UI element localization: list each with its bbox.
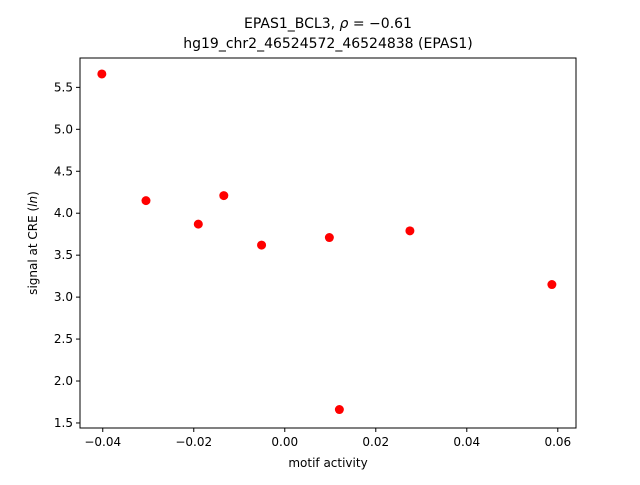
y-axis-label-prefix: signal at CRE (	[26, 207, 40, 295]
chart-title-prefix: EPAS1_BCL3,	[244, 16, 340, 32]
chart-title-line-1: EPAS1_BCL3, ρ = −0.61	[244, 16, 412, 32]
x-tick-label: 0.04	[453, 435, 480, 449]
data-point	[257, 240, 267, 250]
chart-title-line-2: hg19_chr2_46524572_46524838 (EPAS1)	[183, 36, 472, 52]
y-tick-label: 5.0	[54, 122, 73, 136]
x-axis-label: motif activity	[288, 456, 367, 470]
y-tick-label: 5.5	[54, 80, 73, 94]
y-axis-label-suffix: )	[26, 191, 40, 196]
plot-frame	[79, 57, 577, 429]
x-tick-label: 0.06	[544, 435, 571, 449]
x-tick-label: −0.02	[175, 435, 212, 449]
data-point	[97, 69, 107, 79]
data-point	[219, 191, 229, 201]
data-point	[193, 219, 203, 229]
x-tick-label: −0.04	[84, 435, 121, 449]
chart-title-rho: ρ	[340, 16, 349, 32]
points-layer	[97, 69, 557, 415]
ticks-layer: −0.04 −0.02 0.00 0.02 0.04 0.06 1.5 2.0 2.5 3.0 3.…	[54, 80, 571, 449]
y-tick-label: 1.5	[54, 416, 73, 430]
y-tick-label: 4.5	[54, 164, 73, 178]
y-tick-label: 4.0	[54, 206, 73, 220]
data-point	[141, 196, 151, 206]
y-tick-label: 2.0	[54, 374, 73, 388]
y-axis-label: signal at CRE (ln)	[26, 191, 40, 295]
y-tick-label: 2.5	[54, 332, 73, 346]
data-point	[334, 405, 344, 415]
x-tick-label: 0.00	[271, 435, 298, 449]
data-point	[324, 233, 334, 243]
chart-title-rho-value: = −0.61	[348, 16, 412, 32]
y-axis-label-italic: ln	[26, 196, 40, 207]
x-tick-label: 0.02	[362, 435, 389, 449]
data-point	[547, 280, 557, 290]
y-tick-label: 3.5	[54, 248, 73, 262]
data-point	[405, 226, 415, 236]
y-tick-label: 3.0	[54, 290, 73, 304]
